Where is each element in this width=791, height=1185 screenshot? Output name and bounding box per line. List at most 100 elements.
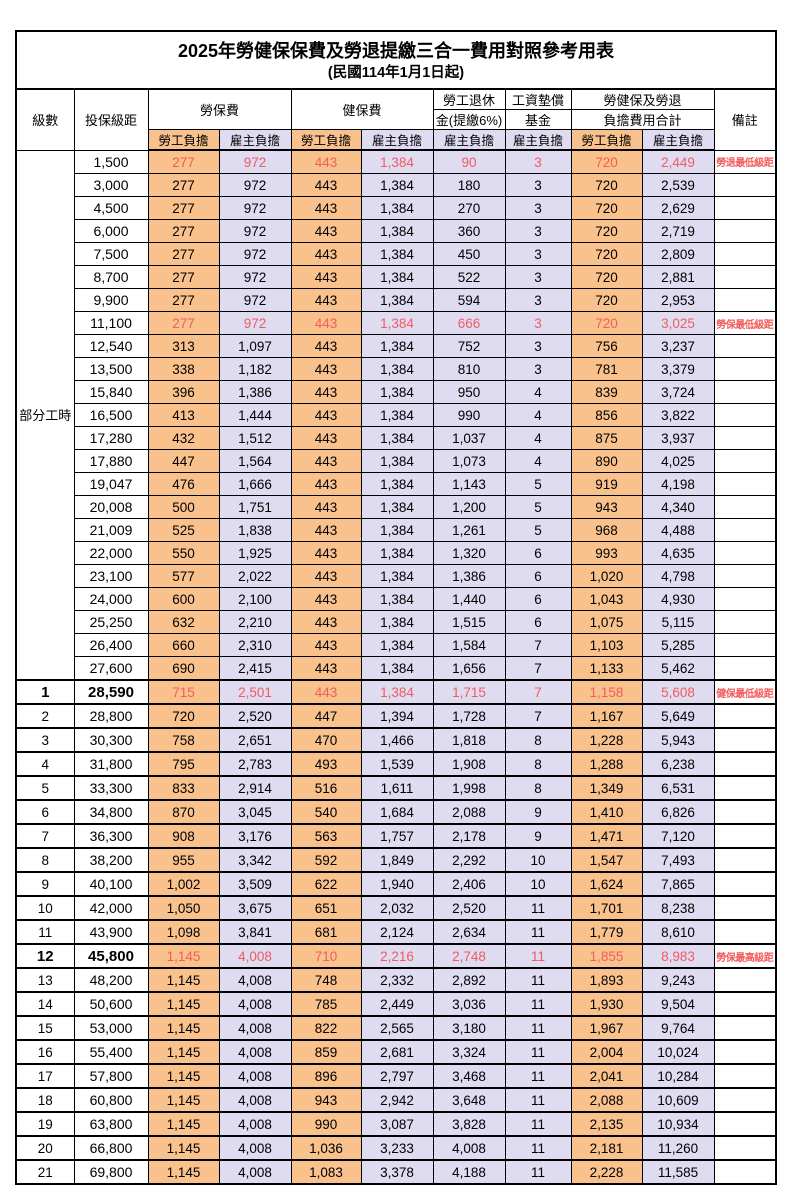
cell-level: 1 [15,679,75,705]
table-row: 20,008 500 1,751 443 1,384 1,200 5 943 4,340 [16,495,777,519]
cell-bracket: 13,500 [73,357,149,381]
cell-wage-fund-employer: 5 [504,472,572,496]
table-row: 4,500 277 972 443 1,384 270 3 720 2,629 [16,196,777,220]
cell-health-employee: 592 [290,847,362,873]
cell-level: 18 [15,1087,75,1113]
cell-labor-employee: 660 [147,633,220,657]
cell-labor-employer: 3,841 [218,919,292,945]
cell-labor-employer: 1,512 [218,426,292,450]
cell-total-employer: 4,198 [641,472,715,496]
cell-level: 12 [15,943,75,969]
cell-labor-employee: 525 [147,518,220,542]
cell-labor-employer: 4,008 [218,1159,292,1185]
cell-labor-employer: 3,675 [218,895,292,921]
cell-total-employee: 890 [570,449,643,473]
cell-labor-employer: 972 [218,311,292,335]
cell-bracket: 38,200 [73,847,149,873]
table-row: 19,047 476 1,666 443 1,384 1,143 5 919 4,198 [16,472,777,496]
cell-total-employee: 1,779 [570,919,643,945]
cell-total-employer: 4,340 [641,495,715,519]
subheader-total-employer: 雇主負擔 [641,129,715,151]
cell-wage-fund-employer: 11 [504,919,572,945]
cell-pension-employer: 1,715 [432,679,506,705]
cell-total-employee: 919 [570,472,643,496]
table-row: 18 60,800 1,145 4,008 943 2,942 3,648 11 2,088 10… [15,1087,777,1113]
cell-remark [713,357,777,381]
table-row: 8 38,200 955 3,342 592 1,849 2,292 10 1,547 7,493 [15,847,777,873]
table-row: 3 30,300 758 2,651 470 1,466 1,818 8 1,228 5,943 [15,727,777,753]
cell-pension-employer: 1,143 [432,472,506,496]
cell-health-employee: 443 [290,219,362,243]
cell-total-employer: 9,504 [641,991,715,1017]
cell-health-employee: 443 [290,495,362,519]
cell-labor-employee: 690 [147,656,220,681]
cell-labor-employer: 4,008 [218,991,292,1017]
cell-health-employer: 1,384 [360,472,434,496]
cell-total-employee: 1,020 [570,564,643,588]
cell-level: 6 [15,799,75,825]
header-sub-row: 勞工負擔 雇主負擔 勞工負擔 雇主負擔 雇主負擔 雇主負擔 勞工負擔 雇主負擔 [16,129,776,151]
cell-remark [713,196,777,220]
cell-bracket: 36,300 [73,823,149,849]
cell-wage-fund-employer: 10 [504,847,572,873]
cell-labor-employer: 2,783 [218,751,292,777]
cell-total-employee: 1,075 [570,610,643,634]
cell-health-employee: 943 [290,1087,362,1113]
cell-total-employer: 11,260 [641,1135,715,1161]
cell-total-employer: 2,539 [641,173,715,197]
cell-labor-employer: 972 [218,242,292,266]
cell-bracket: 12,540 [73,334,149,358]
cell-remark [713,1159,777,1185]
cell-labor-employee: 1,145 [147,1111,220,1137]
cell-labor-employee: 1,002 [147,871,220,897]
cell-bracket: 50,600 [73,991,149,1017]
cell-wage-fund-employer: 3 [504,265,572,289]
cell-bracket: 33,300 [73,775,149,801]
cell-labor-employee: 795 [147,751,220,777]
cell-total-employee: 2,181 [570,1135,643,1161]
cell-health-employee: 785 [290,991,362,1017]
cell-remark [713,919,777,945]
cell-total-employer: 3,822 [641,403,715,427]
cell-health-employer: 1,384 [360,564,434,588]
cell-bracket: 23,100 [73,564,149,588]
cell-health-employee: 443 [290,265,362,289]
cell-bracket: 40,100 [73,871,149,897]
cell-labor-employee: 277 [147,149,220,174]
cell-labor-employer: 2,651 [218,727,292,753]
cell-wage-fund-employer: 7 [504,703,572,729]
cell-health-employee: 443 [290,472,362,496]
cell-level: 17 [15,1063,75,1089]
cell-health-employer: 1,684 [360,799,434,825]
cell-pension-employer: 2,178 [432,823,506,849]
table-title-block: 2025年勞健保保費及勞退提繳三合一費用對照參考用表 (民國114年1月1日起) [15,30,777,90]
cell-remark [713,265,777,289]
cell-labor-employee: 1,145 [147,1063,220,1089]
cell-total-employee: 720 [570,311,643,335]
subheader-health-employer: 雇主負擔 [360,129,434,151]
cell-health-employee: 681 [290,919,362,945]
cell-total-employer: 10,609 [641,1087,715,1113]
cell-pension-employer: 1,440 [432,587,506,611]
cell-labor-employee: 632 [147,610,220,634]
cell-level: 4 [15,751,75,777]
cell-health-employee: 859 [290,1039,362,1065]
cell-health-employee: 443 [290,610,362,634]
cell-total-employee: 1,228 [570,727,643,753]
table-row: 13 48,200 1,145 4,008 748 2,332 2,892 11 1,893 9,… [15,967,777,993]
cell-total-employer: 10,284 [641,1063,715,1089]
cell-health-employer: 1,384 [360,495,434,519]
cell-bracket: 8,700 [73,265,149,289]
cell-labor-employee: 500 [147,495,220,519]
table-row: 15,840 396 1,386 443 1,384 950 4 839 3,724 [16,380,777,404]
cell-total-employer: 11,585 [641,1159,715,1185]
cell-bracket: 6,000 [73,219,149,243]
cell-labor-employee: 338 [147,357,220,381]
cell-labor-employee: 550 [147,541,220,565]
cell-health-employer: 1,757 [360,823,434,849]
cell-wage-fund-employer: 3 [504,242,572,266]
table-row: 6 34,800 870 3,045 540 1,684 2,088 9 1,410 6,826 [15,799,777,825]
cell-labor-employer: 4,008 [218,1087,292,1113]
cell-total-employee: 1,410 [570,799,643,825]
cell-wage-fund-employer: 10 [504,871,572,897]
